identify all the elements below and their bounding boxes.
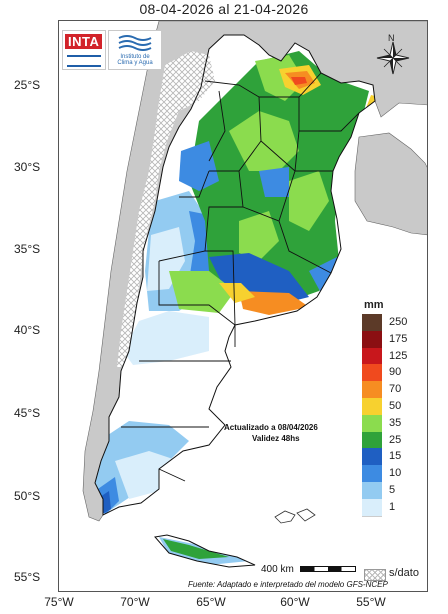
legend-class-label: 1 [389,500,396,513]
latitude-label: 30°S [14,160,41,174]
legend-class-label: 25 [389,433,402,446]
scale-bar-label: 400 km [261,564,294,575]
compass-rose-icon [376,41,410,75]
legend-swatch [362,465,382,482]
map-date-range-title: 08-04-2026 al 21-04-2026 [139,1,309,17]
legend-swatch-below-threshold [362,515,382,527]
latitude-label: 40°S [14,323,41,337]
legend-swatch [362,364,382,382]
inta-logo-bars [67,55,101,67]
wave-icon [118,35,152,51]
institute-name-line1: Instituto de [120,54,150,60]
legend-swatch [362,481,382,499]
legend-class-label: 15 [389,450,402,463]
validity-note: Validez 48hs [252,434,300,443]
longitude-label: 65°W [196,595,226,609]
legend-class-label: 50 [389,400,402,412]
legend-class-label: 5 [389,484,396,496]
latitude-label: 55°S [14,570,41,584]
precipitation-field [95,51,375,565]
latitude-label: 35°S [14,242,41,256]
longitude-label: 70°W [120,595,150,609]
tierra-del-fuego-outline [154,534,256,568]
argentina-outline [94,34,376,516]
falkland-islands [274,508,316,524]
legend-swatch [362,330,382,348]
legend-class-label: 175 [389,332,408,345]
latitude-label: 50°S [14,489,41,503]
legend-swatch [362,314,382,331]
legend-class-label: 70 [389,383,402,396]
legend-swatch [362,448,382,466]
longitude-label: 75°W [44,595,74,609]
no-data-andes [117,51,215,367]
latitude-label: 25°S [14,78,41,92]
longitude-label: 60°W [280,595,310,609]
neighbor-land-uruguay [354,132,427,236]
legend-swatch [362,431,382,449]
legend-class-label: 10 [389,467,402,480]
scale-bar [300,566,356,572]
institute-logo: Instituto de Clima y Agua [108,30,162,70]
precipitation-map-frame [58,20,428,592]
updated-note: Actualizado a 08/04/2026 [224,423,318,432]
inta-logo: INTA [62,30,106,70]
precipitation-map [82,21,427,568]
legend-swatch [362,414,382,432]
legend-class-label: 90 [389,366,402,379]
compass-north-label: N [388,33,395,43]
legend-class-label: 35 [389,416,402,429]
longitude-label: 55°W [356,595,386,609]
source-credit: Fuente: Adaptado e interpretado del mode… [188,580,388,589]
province-borders [121,72,360,482]
legend-swatch [362,347,382,365]
legend-color-bar [362,314,382,527]
legend-swatch [362,498,382,516]
institute-name-line2: Clima y Agua [117,60,153,66]
legend-class-label: 250 [389,316,408,328]
no-data-label: s/dato [389,567,419,579]
legend-swatch [362,381,382,398]
legend-class-label: 125 [389,349,408,362]
no-data-swatch [364,569,386,581]
legend-swatch [362,397,382,415]
inta-wordmark: INTA [65,34,103,49]
latitude-label: 45°S [14,406,41,420]
legend-unit: mm [364,299,384,311]
